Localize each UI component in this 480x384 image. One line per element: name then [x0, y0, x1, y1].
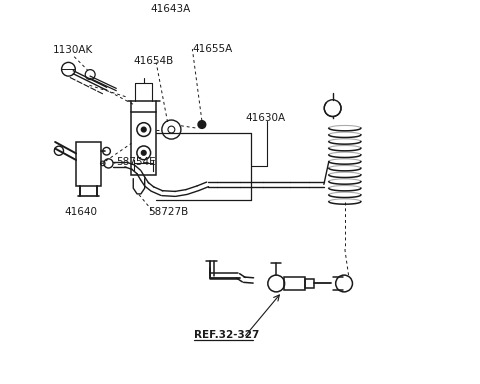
Bar: [284, 276, 305, 290]
Circle shape: [54, 146, 63, 155]
Text: 58727B: 58727B: [148, 207, 189, 217]
Circle shape: [142, 127, 146, 132]
Circle shape: [142, 151, 146, 155]
Bar: [132, 112, 156, 175]
Text: 41643A: 41643A: [150, 4, 191, 14]
Text: REF.32-327: REF.32-327: [194, 329, 260, 339]
Circle shape: [198, 121, 206, 128]
Bar: [305, 278, 314, 288]
Text: 58754E: 58754E: [116, 157, 156, 167]
Bar: [76, 142, 101, 186]
Text: 41655A: 41655A: [192, 44, 233, 54]
Text: 41640: 41640: [65, 207, 97, 217]
Text: 41630A: 41630A: [246, 114, 286, 124]
Text: 1130AK: 1130AK: [53, 45, 94, 55]
Text: 41654B: 41654B: [133, 56, 173, 66]
